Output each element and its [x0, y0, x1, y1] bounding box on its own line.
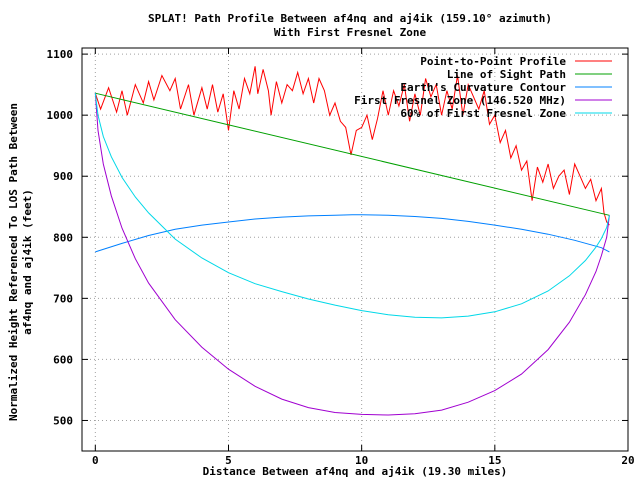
- plot-border: [81, 47, 629, 452]
- x-tick-label: 20: [621, 454, 634, 467]
- x-tick-label: 0: [92, 454, 99, 467]
- y-tick-label: 500: [53, 414, 73, 427]
- y-axis-label-line-1: Normalized Height Referenced To LOS Path…: [7, 103, 20, 421]
- tick-layer: 0 5 10 15 20 500 600 700 800 900 1000 1100: [47, 48, 635, 467]
- series-line-first-fresnel-zone-146-520-mhz: [94, 93, 610, 416]
- y-tick-label: 900: [53, 170, 73, 183]
- y-tick-label: 800: [53, 231, 73, 244]
- y-tick-label: 700: [53, 292, 73, 305]
- series-line-line-of-sight-path: [95, 92, 610, 216]
- series-line-point-to-point-profile: [94, 66, 610, 226]
- x-tick-label: 5: [225, 454, 232, 467]
- legend-label-point-to-point-profile: Point-to-Point Profile: [420, 55, 566, 68]
- legend-label-earth-s-curvature-contour: Earth's Curvature Contour: [400, 81, 566, 94]
- grid-layer: [82, 48, 628, 451]
- y-tick-label: 1100: [47, 48, 74, 61]
- x-tick-label: 10: [355, 454, 368, 467]
- chart-title: SPLAT! Path Profile Between af4nq and aj…: [148, 12, 552, 25]
- y-tick-label: 1000: [47, 109, 74, 122]
- y-axis-label-line-2: af4nq and aj4ik (feet): [21, 189, 34, 335]
- x-tick-label: 15: [488, 454, 501, 467]
- series-line-60-of-first-fresnel-zone: [94, 93, 610, 319]
- y-tick-label: 600: [53, 353, 73, 366]
- legend-label-line-of-sight-path: Line of Sight Path: [447, 68, 566, 81]
- legend-label-60-of-first-fresnel-zone: 60% of First Fresnel Zone: [400, 107, 566, 120]
- x-axis-label: Distance Between af4nq and aj4ik (19.30 …: [203, 465, 508, 478]
- series-layer: [94, 66, 610, 416]
- series-line-earth-s-curvature-contour: [95, 214, 610, 253]
- legend-label-first-fresnel-zone-146-520-mhz: First Fresnel Zone (146.520 MHz): [354, 94, 566, 107]
- chart-subtitle: With First Fresnel Zone: [274, 26, 427, 39]
